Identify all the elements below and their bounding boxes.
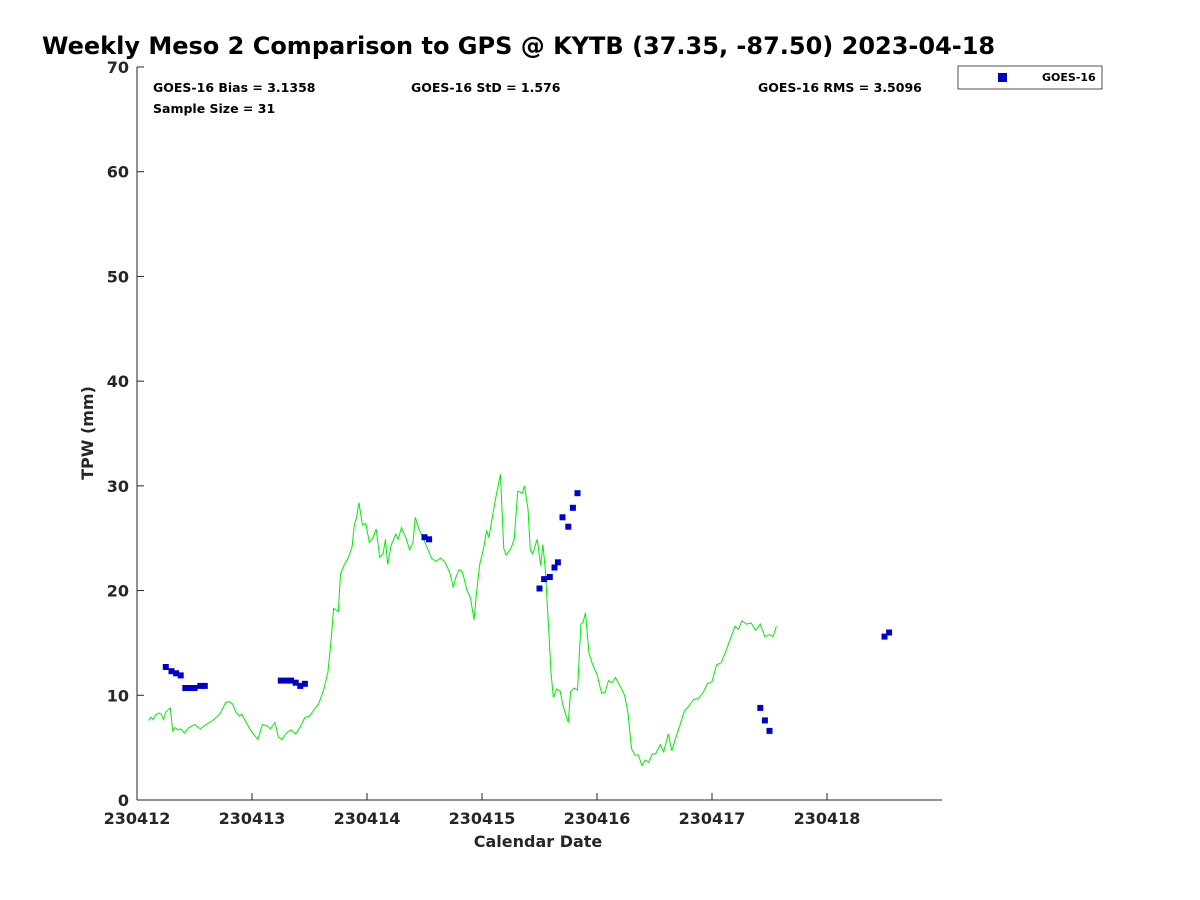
goes16-marker	[551, 564, 558, 571]
goes16-marker	[559, 514, 566, 521]
stat-bias: GOES-16 Bias = 3.1358	[153, 80, 315, 95]
goes16-marker	[186, 685, 193, 691]
goes16-marker	[168, 668, 175, 675]
x-tick-label: 230415	[449, 809, 516, 828]
legend: GOES-16	[957, 65, 1103, 90]
y-axis-label: TPW (mm)	[78, 386, 97, 480]
stat-std: GOES-16 StD = 1.576	[411, 80, 561, 95]
goes16-marker	[182, 685, 189, 691]
goes16-marker	[886, 629, 893, 636]
goes16-marker	[426, 536, 433, 543]
goes16-marker	[191, 685, 198, 691]
chart-title: Weekly Meso 2 Comparison to GPS @ KYTB (…	[42, 32, 995, 60]
stat-sample-size: Sample Size = 31	[153, 101, 275, 116]
goes16-marker	[288, 677, 295, 684]
goes16-marker	[301, 680, 308, 687]
goes16-marker	[766, 727, 773, 734]
goes16-marker	[201, 682, 208, 689]
gps-line-layer	[148, 474, 777, 767]
y-tick-label: 70	[107, 58, 129, 77]
y-tick-label: 20	[107, 582, 129, 601]
gps-series-line	[148, 474, 777, 767]
legend-marker-goes16	[998, 73, 1007, 82]
goes16-marker	[565, 523, 572, 530]
y-tick-label: 10	[107, 686, 129, 705]
goes16-marker	[162, 664, 169, 670]
goes16-marker	[541, 576, 548, 583]
goes16-marker	[569, 504, 576, 511]
x-tick-label: 230414	[334, 809, 401, 828]
goes16-marker	[574, 490, 581, 497]
x-tick-label: 230418	[794, 809, 861, 828]
y-tick-label: 30	[107, 477, 129, 496]
goes16-marker	[761, 717, 768, 724]
goes16-marker	[536, 585, 543, 592]
goes16-marker	[177, 672, 184, 679]
goes16-marker	[421, 534, 428, 541]
goes16-marker	[292, 679, 299, 686]
x-tick-label: 230412	[104, 809, 171, 828]
goes16-marker	[546, 574, 553, 580]
goes16-marker	[173, 670, 180, 677]
y-tick-label: 60	[107, 163, 129, 182]
x-tick-label: 230417	[679, 809, 746, 828]
x-axis-label: Calendar Date	[474, 832, 603, 851]
stat-rms: GOES-16 RMS = 3.5096	[758, 80, 922, 95]
goes16-marker	[881, 633, 888, 640]
goes-marker-layer	[162, 490, 893, 734]
goes16-marker	[757, 704, 764, 711]
legend-box	[957, 65, 1103, 90]
y-tick-label: 40	[107, 372, 129, 391]
goes16-marker	[297, 682, 304, 689]
goes16-marker	[283, 677, 290, 684]
goes16-marker	[277, 677, 284, 684]
x-tick-label: 230413	[219, 809, 286, 828]
plot-area: 0 10 20 30 40 50 60 70 230412 230413 230414 230415…	[104, 58, 942, 828]
x-ticks: 230412 230413 230414 230415 230416 230417 2304…	[104, 793, 861, 828]
goes16-marker	[197, 682, 204, 689]
y-ticks: 0 10 20 30 40 50 60 70	[107, 58, 144, 810]
goes16-marker	[554, 559, 561, 566]
legend-label-goes16: GOES-16	[1042, 71, 1096, 84]
x-tick-label: 230416	[564, 809, 631, 828]
y-tick-label: 0	[118, 791, 129, 810]
y-tick-label: 50	[107, 267, 129, 286]
